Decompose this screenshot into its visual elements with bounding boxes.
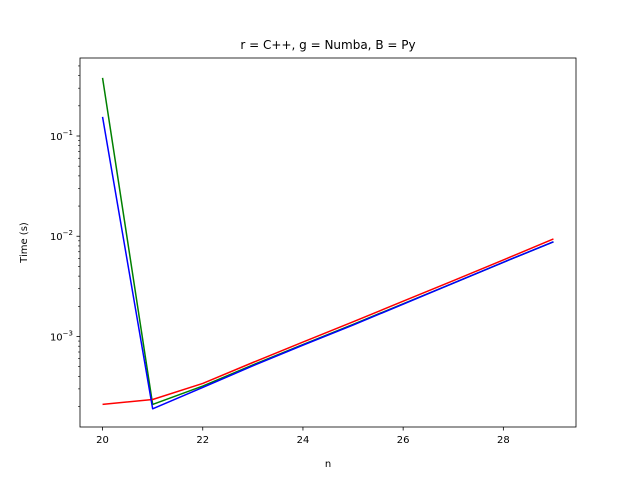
y-tick-label: 10−2	[50, 229, 73, 243]
y-axis-ticks: 10−3 10−2 10−1	[50, 65, 80, 407]
y-tick-label: 10−1	[50, 129, 73, 143]
x-tick-label: 24	[297, 435, 310, 446]
y-axis-label: Time (s)	[19, 222, 30, 264]
x-axis-ticks: 20 22 24 26 28	[96, 427, 510, 446]
y-tick-label: 10−3	[50, 329, 73, 343]
x-axis-label: n	[325, 459, 331, 470]
series-line-1	[102, 238, 554, 406]
x-tick-label: 26	[397, 435, 410, 446]
x-tick-label: 22	[196, 435, 209, 446]
plot-area	[80, 58, 576, 427]
chart-title: r = C++, g = Numba, B = Py	[240, 38, 415, 52]
x-tick-label: 20	[96, 435, 109, 446]
x-tick-label: 28	[497, 435, 510, 446]
axes-frame	[79, 57, 577, 428]
series-layer	[101, 77, 554, 410]
series-line-2	[101, 116, 554, 410]
